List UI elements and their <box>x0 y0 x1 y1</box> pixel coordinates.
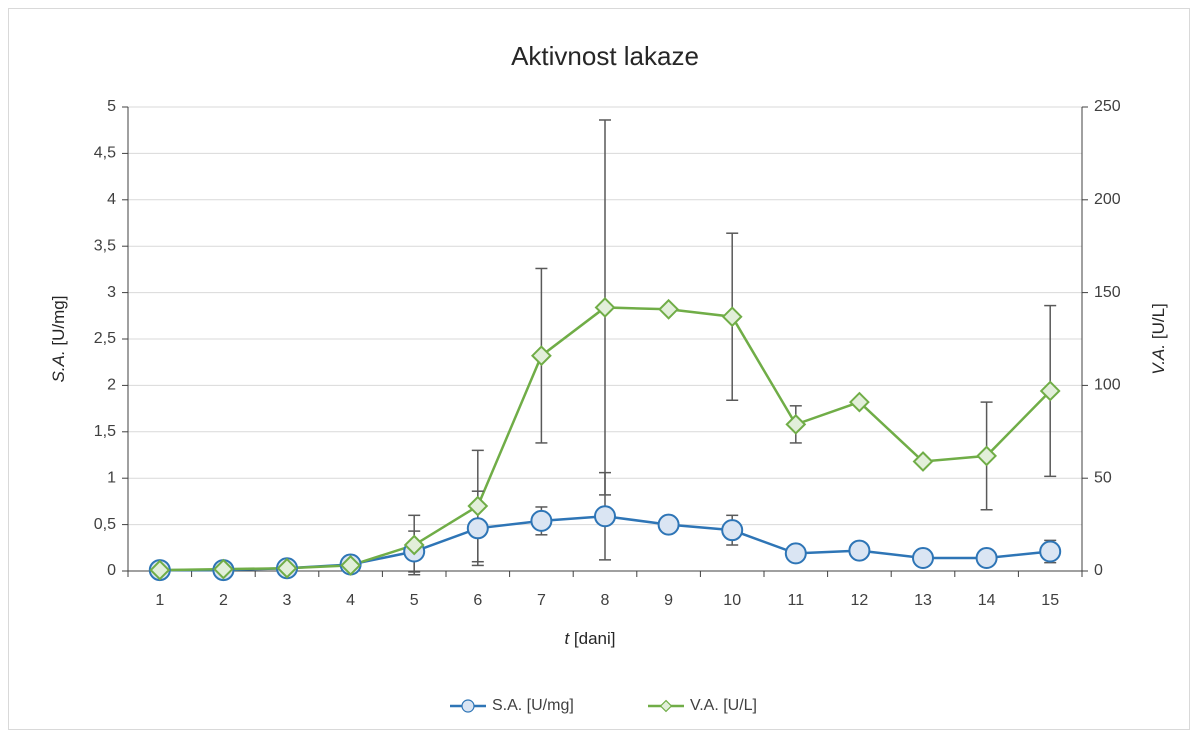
y-tick-label: 3 <box>107 284 116 301</box>
marker <box>403 534 425 556</box>
y2-tick-label: 0 <box>1094 562 1103 579</box>
y2-axis-label: V.A. [U/L] <box>1149 303 1168 375</box>
y-tick-label: 2,5 <box>94 330 116 347</box>
y2-tick-label: 150 <box>1094 284 1121 301</box>
x-tick-label: 1 <box>155 592 164 609</box>
marker <box>594 297 616 318</box>
x-tick-label: 13 <box>914 592 932 609</box>
legend-marker <box>461 699 475 713</box>
x-tick-label: 9 <box>664 592 673 609</box>
x-tick-label: 5 <box>410 592 419 609</box>
marker <box>657 513 680 536</box>
marker <box>340 555 362 576</box>
y-label-italic: S.A. <box>49 350 68 382</box>
marker <box>976 445 998 467</box>
marker <box>785 413 807 435</box>
x-tick-label: 6 <box>473 592 482 609</box>
y2-tick-label: 50 <box>1094 469 1112 486</box>
x-tick-label: 3 <box>283 592 292 609</box>
x-tick-label: 11 <box>787 592 804 609</box>
marker <box>594 505 616 528</box>
legend-label: S.A. [U/mg] <box>492 697 574 714</box>
marker <box>912 451 934 472</box>
x-tick-label: 14 <box>978 592 996 609</box>
y-tick-label: 4,5 <box>94 145 116 162</box>
y-label-unit: [U/mg] <box>49 296 68 351</box>
marker <box>848 539 871 562</box>
chart-title: Aktivnost lakaze <box>511 41 699 71</box>
marker <box>1039 540 1062 563</box>
marker <box>848 391 870 413</box>
y-tick-label: 1 <box>107 469 116 486</box>
y-tick-label: 4 <box>107 191 116 208</box>
marker <box>467 495 489 517</box>
chart-frame <box>8 8 1190 730</box>
marker <box>530 509 553 532</box>
marker <box>530 345 552 367</box>
y2-label-unit: [U/L] <box>1149 303 1168 344</box>
y-tick-label: 2 <box>107 377 116 394</box>
x-tick-label: 4 <box>346 592 355 609</box>
marker <box>212 558 234 580</box>
x-tick-label: 8 <box>601 592 610 609</box>
marker <box>466 517 489 540</box>
x-tick-label: 7 <box>537 592 546 609</box>
marker <box>1039 380 1061 402</box>
y-tick-label: 1,5 <box>94 423 116 440</box>
legend-label: V.A. [U/L] <box>690 697 757 714</box>
marker <box>975 547 998 570</box>
y-tick-label: 0,5 <box>94 516 116 533</box>
y2-tick-label: 250 <box>1094 98 1121 115</box>
x-axis-label: t [dani] <box>564 629 615 648</box>
marker <box>149 559 171 581</box>
y2-tick-label: 200 <box>1094 191 1121 208</box>
y2-label-italic: V.A. <box>1149 344 1168 375</box>
x-label-italic: t <box>564 629 570 648</box>
y-tick-label: 3,5 <box>94 237 116 254</box>
marker <box>721 306 743 328</box>
y-tick-label: 0 <box>107 562 116 579</box>
x-tick-label: 15 <box>1041 592 1059 609</box>
y-tick-label: 5 <box>107 98 116 115</box>
marker <box>912 547 934 570</box>
marker <box>658 298 680 320</box>
marker <box>721 519 744 542</box>
x-tick-label: 10 <box>723 592 741 609</box>
y2-tick-label: 100 <box>1094 377 1121 394</box>
legend-marker <box>659 699 673 713</box>
x-tick-label: 2 <box>219 592 228 609</box>
marker <box>276 557 298 579</box>
x-tick-label: 12 <box>851 592 869 609</box>
y-axis-label: S.A. [U/mg] <box>49 296 68 383</box>
x-label-unit: [dani] <box>569 629 615 648</box>
marker <box>784 542 807 565</box>
